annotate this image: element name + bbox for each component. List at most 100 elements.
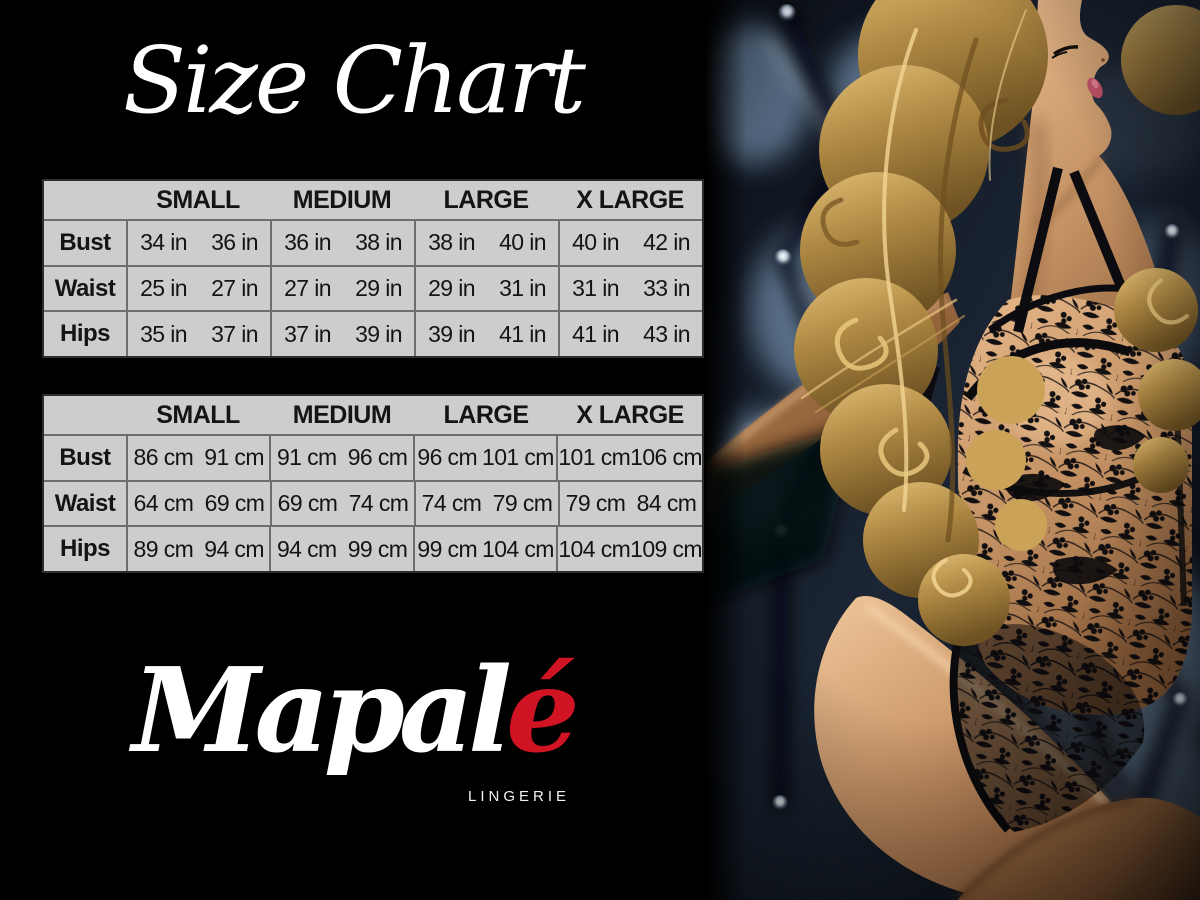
measurement-value: 37 in bbox=[211, 320, 258, 347]
size-cell-small: 89 cm 94 cm bbox=[126, 527, 269, 572]
column-header-large: LARGE bbox=[443, 400, 530, 429]
column-header-medium: MEDIUM bbox=[292, 400, 392, 429]
table-header-row: SMALL MEDIUM LARGE X LARGE bbox=[44, 396, 702, 436]
measurement-value: 31 in bbox=[499, 275, 546, 301]
left-panel: Size Chart SMALL MEDIUM LARGE X LARGE Bu… bbox=[0, 27, 706, 805]
size-cell-large: 38 in 40 in bbox=[414, 221, 558, 265]
measurement-value: 96 cm bbox=[417, 444, 478, 471]
size-cell-xlarge: 79 cm 84 cm bbox=[558, 481, 702, 526]
measurement-value: 91 cm bbox=[276, 444, 337, 471]
measurement-value: 40 in bbox=[572, 229, 619, 256]
size-cell-small: 35 in 37 in bbox=[126, 312, 270, 357]
table-row-bust: Bust 34 in 36 in 36 in 38 in 38 in 40 in… bbox=[44, 221, 702, 267]
measurement-value: 74 cm bbox=[421, 490, 482, 516]
table-row-waist: Waist 25 in 27 in 27 in 29 in 29 in 31 i… bbox=[44, 266, 702, 313]
size-cell-xlarge: 104 cm 109 cm bbox=[556, 527, 703, 572]
measurement-value: 38 in bbox=[355, 229, 402, 256]
measurement-value: 36 in bbox=[284, 229, 331, 256]
measurement-value: 39 in bbox=[355, 320, 402, 347]
column-header-large: LARGE bbox=[443, 185, 530, 214]
table-row-hips: Hips 89 cm 94 cm 94 cm 99 cm 99 cm 104 c… bbox=[44, 527, 703, 572]
size-cell-large: 99 cm 104 cm bbox=[412, 527, 556, 572]
page-title: Size Chart bbox=[122, 27, 586, 134]
measurement-value: 37 in bbox=[284, 320, 331, 347]
measurement-value: 89 cm bbox=[133, 535, 194, 562]
brand-wordmark: Mapalé bbox=[132, 643, 580, 779]
measurement-value: 99 cm bbox=[417, 535, 478, 562]
photo-panel bbox=[706, 0, 1200, 900]
size-cell-xlarge: 101 cm 106 cm bbox=[556, 436, 703, 480]
measurement-value: 39 in bbox=[428, 320, 475, 347]
measurement-value: 96 cm bbox=[347, 444, 408, 471]
model-photo bbox=[706, 0, 1200, 900]
measurement-value: 29 in bbox=[355, 275, 402, 301]
measurement-value: 86 cm bbox=[133, 444, 194, 471]
brand-main: Mapal bbox=[132, 643, 512, 779]
measurement-value: 41 in bbox=[572, 320, 619, 347]
size-cell-small: 25 in 27 in bbox=[126, 266, 270, 311]
table-row-bust: Bust 86 cm 91 cm 91 cm 96 cm 96 cm 101 c… bbox=[44, 436, 703, 482]
size-cell-medium: 36 in 38 in bbox=[270, 221, 414, 265]
size-cell-small: 86 cm 91 cm bbox=[126, 436, 269, 480]
size-chart-table-cm: SMALL MEDIUM LARGE X LARGE Bust 86 cm 91… bbox=[42, 394, 704, 573]
column-header-xlarge: X LARGE bbox=[576, 185, 684, 214]
column-header-small: SMALL bbox=[156, 400, 240, 429]
measurement-value: 34 in bbox=[140, 229, 187, 256]
measurement-value: 41 in bbox=[499, 320, 546, 347]
size-cell-large: 74 cm 79 cm bbox=[414, 481, 558, 526]
measurement-value: 101 cm bbox=[482, 444, 554, 471]
measurement-value: 94 cm bbox=[276, 535, 337, 562]
size-cell-xlarge: 31 in 33 in bbox=[558, 266, 702, 311]
column-header-small: SMALL bbox=[156, 185, 240, 214]
measurement-value: 43 in bbox=[643, 320, 690, 347]
measurement-value: 74 cm bbox=[348, 490, 409, 516]
measurement-value: 64 cm bbox=[133, 490, 194, 516]
row-label: Bust bbox=[59, 228, 111, 256]
size-cell-large: 29 in 31 in bbox=[414, 266, 558, 311]
size-cell-large: 96 cm 101 cm bbox=[412, 436, 556, 480]
column-header-xlarge: X LARGE bbox=[576, 400, 684, 429]
row-label: Waist bbox=[54, 274, 116, 302]
row-label: Hips bbox=[59, 320, 111, 348]
measurement-value: 69 cm bbox=[204, 490, 265, 516]
size-cell-large: 39 in 41 in bbox=[414, 312, 558, 357]
size-cell-medium: 91 cm 96 cm bbox=[269, 436, 412, 480]
column-header-medium: MEDIUM bbox=[292, 185, 392, 214]
measurement-value: 84 cm bbox=[636, 490, 697, 516]
measurement-value: 106 cm bbox=[630, 444, 702, 471]
photo-vignette bbox=[706, 0, 1200, 900]
measurement-value: 109 cm bbox=[630, 535, 702, 562]
brand-logo: Mapalé bbox=[0, 647, 706, 776]
table-header-row: SMALL MEDIUM LARGE X LARGE bbox=[44, 181, 702, 221]
row-label: Bust bbox=[59, 443, 111, 471]
measurement-value: 94 cm bbox=[204, 535, 264, 562]
size-cell-xlarge: 41 in 43 in bbox=[558, 312, 702, 357]
size-cell-small: 64 cm 69 cm bbox=[126, 481, 270, 526]
row-label: Waist bbox=[54, 489, 116, 517]
measurement-value: 79 cm bbox=[492, 490, 553, 516]
size-cell-small: 34 in 36 in bbox=[126, 221, 270, 265]
measurement-value: 29 in bbox=[428, 275, 475, 301]
measurement-value: 40 in bbox=[499, 229, 546, 256]
table-row-hips: Hips 35 in 37 in 37 in 39 in 39 in 41 in… bbox=[44, 312, 702, 357]
measurement-value: 36 in bbox=[211, 229, 258, 256]
measurement-value: 79 cm bbox=[565, 490, 626, 516]
measurement-value: 38 in bbox=[428, 229, 475, 256]
measurement-value: 91 cm bbox=[204, 444, 264, 471]
brand-subtitle: LINGERIE bbox=[468, 788, 571, 805]
size-cell-medium: 69 cm 74 cm bbox=[270, 481, 414, 526]
measurement-value: 25 in bbox=[140, 275, 187, 301]
table-row-waist: Waist 64 cm 69 cm 69 cm 74 cm 74 cm 79 c… bbox=[44, 481, 702, 528]
measurement-value: 27 in bbox=[284, 275, 331, 301]
measurement-value: 69 cm bbox=[277, 490, 338, 516]
measurement-value: 101 cm bbox=[558, 444, 631, 471]
row-label: Hips bbox=[59, 535, 111, 563]
measurement-value: 104 cm bbox=[482, 535, 554, 562]
measurement-value: 27 in bbox=[211, 275, 258, 301]
measurement-value: 104 cm bbox=[558, 535, 631, 562]
size-cell-medium: 94 cm 99 cm bbox=[269, 527, 412, 572]
size-cell-medium: 27 in 29 in bbox=[270, 266, 414, 311]
measurement-value: 35 in bbox=[140, 320, 187, 347]
size-cell-xlarge: 40 in 42 in bbox=[558, 221, 702, 265]
